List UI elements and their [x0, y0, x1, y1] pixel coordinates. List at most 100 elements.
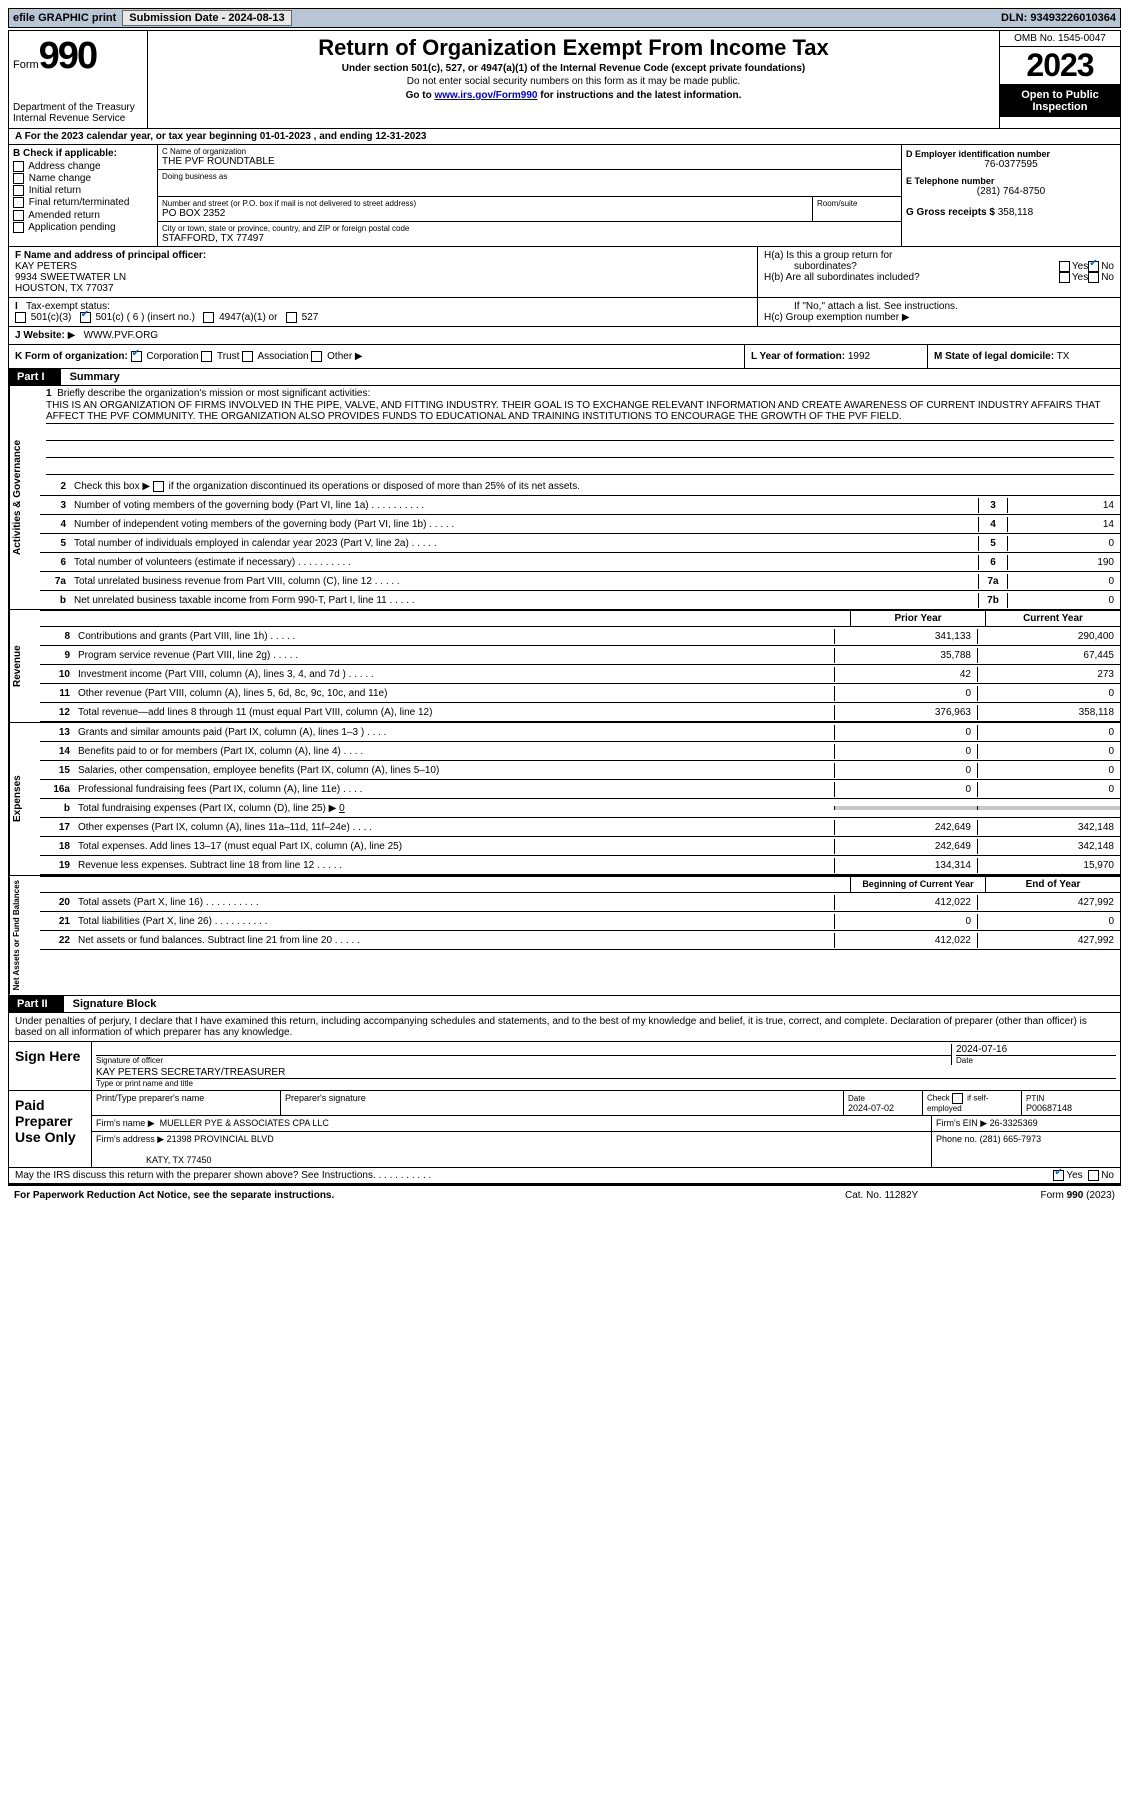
l15-p: 0 — [834, 763, 977, 778]
firm-phone: (281) 665-7973 — [980, 1134, 1042, 1144]
hc-label: H(c) Group exemption number — [764, 312, 902, 323]
chk-527[interactable] — [286, 312, 297, 323]
chk-final[interactable] — [13, 197, 24, 208]
l18-txt: Total expenses. Add lines 13–17 (must eq… — [74, 839, 834, 854]
l10-txt: Investment income (Part VIII, column (A)… — [74, 667, 834, 682]
gross-label: G Gross receipts $ — [906, 207, 995, 218]
hb2: If "No," attach a list. See instructions… — [764, 301, 1114, 312]
chk-501c3[interactable] — [15, 312, 26, 323]
vlabel-netassets: Net Assets or Fund Balances — [9, 876, 40, 994]
l4one-txt: Number of independent voting members of … — [70, 517, 978, 532]
website-value: WWW.PVF.ORG — [84, 330, 158, 341]
current-year-hdr: Current Year — [985, 611, 1120, 626]
l22-e: 427,992 — [977, 933, 1120, 948]
sig-date-lbl: Date — [956, 1056, 1116, 1065]
l11-c: 0 — [977, 686, 1120, 701]
l20-e: 427,992 — [977, 895, 1120, 910]
officer-addr2: HOUSTON, TX 77037 — [15, 283, 114, 294]
org-name: THE PVF ROUNDTABLE — [162, 156, 897, 167]
bcd-grid: B Check if applicable: Address change Na… — [9, 145, 1120, 247]
l17-txt: Other expenses (Part IX, column (A), lin… — [74, 820, 834, 835]
l5-val: 0 — [1007, 536, 1120, 551]
l15-c: 0 — [977, 763, 1120, 778]
tel-value: (281) 764-8750 — [906, 186, 1116, 197]
chk-address-change[interactable] — [13, 161, 24, 172]
l7b-txt: Net unrelated business taxable income fr… — [70, 593, 978, 608]
l6-val: 190 — [1007, 555, 1120, 570]
chk-discuss-no[interactable] — [1088, 1170, 1099, 1181]
chk-amended[interactable] — [13, 210, 24, 221]
domicile-label: M State of legal domicile: — [934, 351, 1054, 362]
l4-val: 14 — [1007, 517, 1120, 532]
form-header: Form990 Department of the Treasury Inter… — [9, 31, 1120, 129]
firm-ein: 26-3325369 — [990, 1118, 1038, 1128]
suite-label: Room/suite — [817, 199, 897, 208]
chk-ha-no[interactable] — [1088, 261, 1099, 272]
ptin-val: P00687148 — [1026, 1103, 1072, 1113]
l21-txt: Total liabilities (Part X, line 26) — [74, 914, 834, 929]
chk-other[interactable] — [311, 351, 322, 362]
chk-ha-yes[interactable] — [1059, 261, 1070, 272]
addr-value: PO BOX 2352 — [162, 208, 808, 219]
form-ssn-note: Do not enter social security numbers on … — [156, 76, 991, 87]
l18-p: 242,649 — [834, 839, 977, 854]
chk-501c[interactable] — [80, 312, 91, 323]
chk-trust[interactable] — [201, 351, 212, 362]
boy-hdr: Beginning of Current Year — [850, 877, 985, 892]
l3-txt: Number of voting members of the governin… — [70, 498, 978, 513]
row-a-tax-year: A For the 2023 calendar year, or tax yea… — [9, 129, 1120, 145]
chk-name-change[interactable] — [13, 173, 24, 184]
l20-txt: Total assets (Part X, line 16) — [74, 895, 834, 910]
instructions-link[interactable]: www.irs.gov/Form990 — [434, 90, 537, 101]
chk-l2[interactable] — [153, 481, 164, 492]
efile-label: efile GRAPHIC print — [13, 12, 116, 24]
chk-hb-no[interactable] — [1088, 272, 1099, 283]
addr-label: Number and street (or P.O. box if mail i… — [162, 199, 808, 208]
l10-p: 42 — [834, 667, 977, 682]
l10-c: 273 — [977, 667, 1120, 682]
l3-val: 14 — [1007, 498, 1120, 513]
chk-corp[interactable] — [131, 351, 142, 362]
part1-tag: Part I — [9, 369, 61, 385]
chk-self-emp[interactable] — [952, 1093, 963, 1104]
ptin-lbl: PTIN — [1026, 1094, 1044, 1103]
chk-4947[interactable] — [203, 312, 214, 323]
tel-label: E Telephone number — [906, 176, 1116, 186]
chk-initial[interactable] — [13, 185, 24, 196]
pra-notice: For Paperwork Reduction Act Notice, see … — [14, 1190, 845, 1201]
l9-c: 67,445 — [977, 648, 1120, 663]
name-title-lbl: Type or print name and title — [96, 1079, 1116, 1088]
chk-discuss-yes[interactable] — [1053, 1170, 1064, 1181]
firm-addr1: 21398 PROVINCIAL BLVD — [167, 1134, 274, 1144]
form-title: Return of Organization Exempt From Incom… — [156, 35, 991, 61]
l21-e: 0 — [977, 914, 1120, 929]
year-formation-label: L Year of formation: — [751, 351, 845, 362]
city-value: STAFFORD, TX 77497 — [162, 233, 897, 244]
firm-name: MUELLER PYE & ASSOCIATES CPA LLC — [160, 1118, 329, 1128]
l16a-txt: Professional fundraising fees (Part IX, … — [74, 782, 834, 797]
l7b-val: 0 — [1007, 593, 1120, 608]
hb-label: H(b) Are all subordinates included? — [764, 272, 1059, 283]
firm-ein-lbl: Firm's EIN — [936, 1118, 980, 1128]
city-label: City or town, state or province, country… — [162, 224, 897, 233]
l22-b: 412,022 — [834, 933, 977, 948]
mission-label: Briefly describe the organization's miss… — [57, 388, 370, 399]
l7a-val: 0 — [1007, 574, 1120, 589]
l5-txt: Total number of individuals employed in … — [70, 536, 978, 551]
firm-addr-lbl: Firm's address — [96, 1134, 157, 1144]
l7a-txt: Total unrelated business revenue from Pa… — [70, 574, 978, 589]
firm-phone-lbl: Phone no. — [936, 1134, 977, 1144]
form-org-label: K Form of organization: — [15, 351, 128, 362]
chk-assoc[interactable] — [242, 351, 253, 362]
chk-hb-yes[interactable] — [1059, 272, 1070, 283]
l16b-val: 0 — [339, 803, 345, 814]
website-label: J Website: — [15, 330, 68, 341]
chk-pending[interactable] — [13, 222, 24, 233]
submission-date-button[interactable]: Submission Date - 2024-08-13 — [122, 10, 291, 26]
ein-label: D Employer identification number — [906, 149, 1116, 159]
l8-txt: Contributions and grants (Part VIII, lin… — [74, 629, 834, 644]
l19-txt: Revenue less expenses. Subtract line 18 … — [74, 858, 834, 873]
sign-here-label: Sign Here — [9, 1042, 92, 1090]
l13-p: 0 — [834, 725, 977, 740]
form-number: 990 — [39, 35, 96, 77]
